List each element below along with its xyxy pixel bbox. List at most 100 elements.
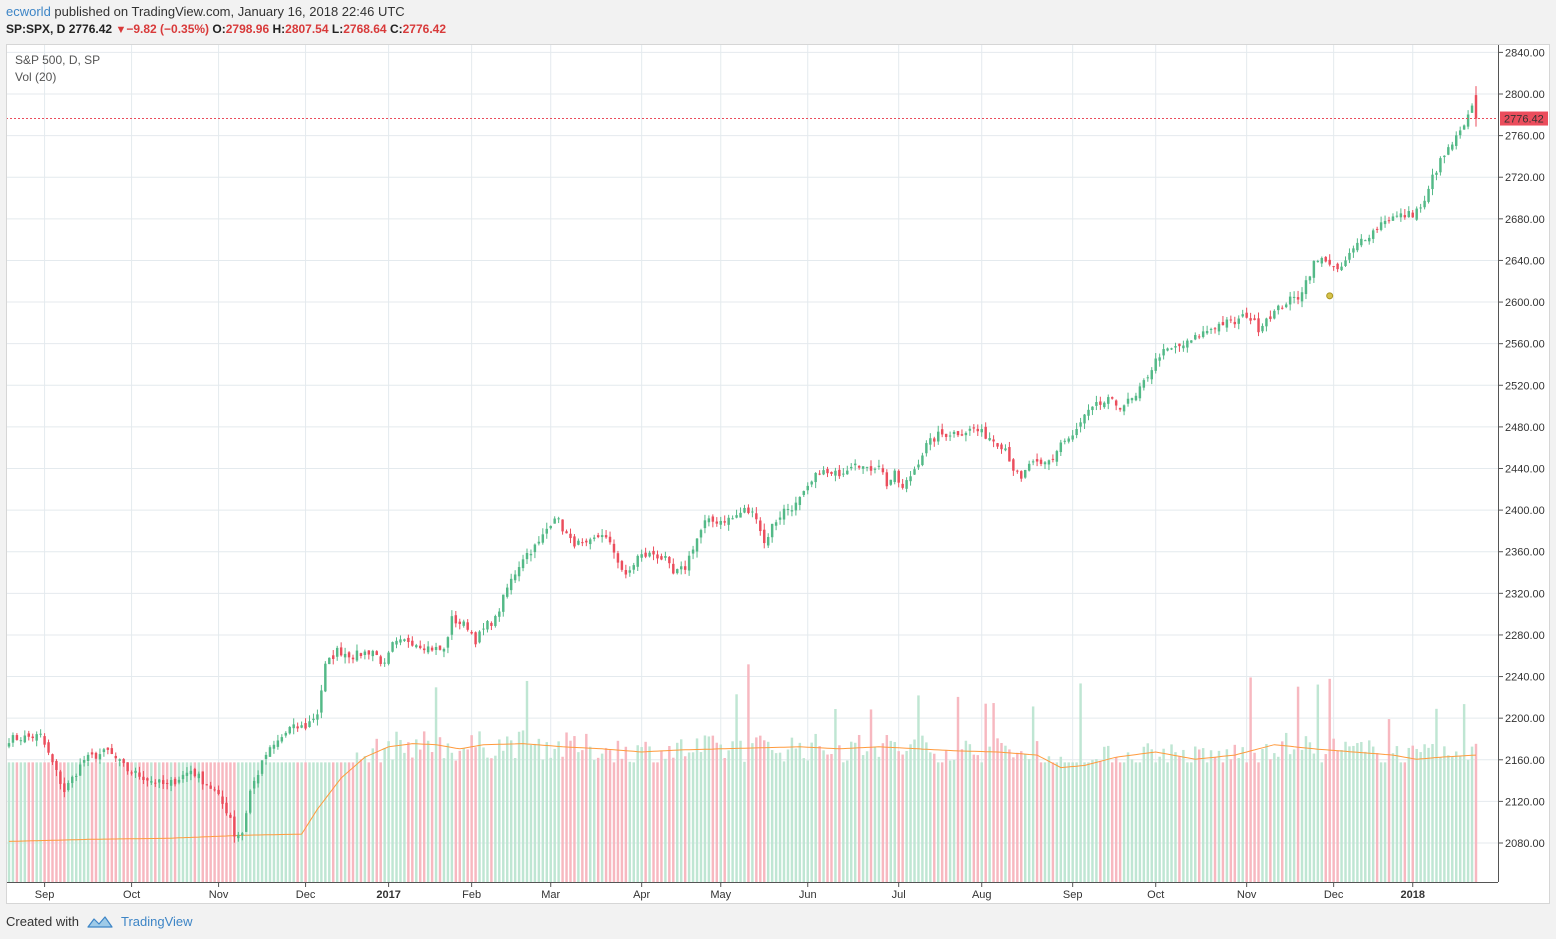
volume-bar [1300, 749, 1304, 882]
last-price-badge-box [1500, 111, 1548, 126]
volume-bar [1308, 742, 1312, 882]
volume-bar [1043, 762, 1047, 882]
candle-body [458, 621, 462, 625]
volume-bar [225, 762, 228, 882]
volume-bar [31, 762, 34, 882]
volume-bar [1055, 762, 1059, 882]
candle-body [751, 511, 754, 513]
volume-bar [82, 762, 86, 882]
candle-body [1324, 256, 1327, 262]
candle-body [925, 443, 928, 454]
volume-bar [1431, 744, 1434, 882]
volume-bar [1411, 745, 1414, 882]
candle-body [679, 566, 683, 570]
volume-bar [901, 754, 904, 882]
volume-bar [110, 762, 114, 882]
volume-bar [1095, 759, 1098, 882]
candle-body [462, 621, 465, 626]
volume-bar [747, 664, 750, 882]
candle-body [1391, 216, 1395, 221]
candle-body [790, 510, 794, 512]
candle-body [371, 650, 375, 657]
candle-body [988, 438, 991, 441]
volume-bar [529, 744, 533, 882]
price-tick-label: 2560.00 [1505, 339, 1545, 351]
candle-body [1221, 322, 1225, 326]
candle-body [252, 780, 256, 789]
candle-body [415, 645, 418, 648]
volume-bar [1039, 762, 1043, 882]
volume-bar [913, 739, 916, 882]
volume-bar [217, 762, 220, 882]
volume-bar [446, 743, 450, 882]
event-marker-icon[interactable] [1326, 292, 1334, 300]
volume-bar [917, 695, 920, 882]
candle-body [1284, 304, 1288, 308]
volume-bar [482, 747, 485, 882]
candle-body [213, 789, 216, 791]
volume-bar [600, 753, 604, 882]
volume-bar [1360, 741, 1363, 882]
author-link[interactable]: ecworld [6, 4, 51, 19]
candle-body [1099, 401, 1102, 405]
volume-bar [490, 758, 493, 882]
symbol-label: SP:SPX, D [6, 22, 66, 36]
candle-body [1360, 238, 1363, 246]
volume-bar [964, 740, 968, 882]
volume-bar [1229, 759, 1233, 882]
candle-body [280, 737, 284, 742]
time-axis-pane[interactable] [6, 882, 1550, 904]
candle-body [185, 772, 189, 776]
candle-body [668, 556, 671, 564]
price-axis-pane[interactable] [1498, 44, 1550, 882]
candle-body [31, 736, 34, 739]
tradingview-brand-link[interactable]: TradingView [120, 914, 193, 929]
candle-body [1336, 263, 1339, 270]
volume-bar [806, 760, 809, 882]
volume-bar [466, 749, 469, 882]
footer: Created with TradingView [6, 913, 193, 930]
candle-body [608, 536, 612, 543]
volume-bar [502, 750, 505, 882]
volume-bar [687, 752, 691, 882]
volume-bar [596, 757, 600, 882]
candle-body [1470, 105, 1474, 113]
candle-body [347, 652, 351, 658]
volume-bar [1004, 745, 1007, 882]
candle-body [434, 646, 438, 650]
price-chart[interactable]: 2080.00 2120.00 2160.00 2200.00 2240.00 2280.… [0, 0, 1556, 910]
price-axis: 2080.00 2120.00 2160.00 2200.00 2240.00 2280.… [1498, 47, 1545, 850]
candle-body [972, 427, 976, 429]
candle-body [154, 782, 157, 784]
candle-body [284, 732, 288, 736]
chart-pane[interactable] [6, 44, 1498, 882]
candle-body [1146, 377, 1150, 379]
volume-bar [976, 755, 979, 882]
candle-body [59, 771, 62, 784]
last-price-badge-text: 2776.42 [1504, 114, 1544, 126]
candle-body [395, 640, 398, 645]
volume-bar [1008, 749, 1011, 882]
time-tick-label: Sep [1063, 889, 1083, 901]
volume-bar [960, 749, 964, 882]
candle-body [1447, 147, 1450, 155]
candle-body [806, 485, 809, 491]
volume-bar [1217, 750, 1221, 882]
candle-body [1118, 407, 1122, 410]
volume-bar [442, 758, 446, 882]
candle-body [264, 754, 268, 759]
volume-bar [383, 748, 386, 882]
candle-body [1004, 448, 1007, 451]
candle-body [1395, 215, 1399, 217]
candle-body [324, 663, 327, 692]
last-price: 2776.42 [68, 22, 113, 36]
volume-bar [1328, 678, 1331, 882]
volume-bar [94, 762, 98, 882]
candle-body [502, 594, 505, 612]
volume-bar [703, 735, 707, 882]
candle-body [82, 760, 86, 763]
price-tick-label: 2760.00 [1505, 131, 1545, 143]
candle-body [802, 491, 806, 495]
candle-body [300, 725, 303, 728]
candle-body [1194, 335, 1197, 340]
